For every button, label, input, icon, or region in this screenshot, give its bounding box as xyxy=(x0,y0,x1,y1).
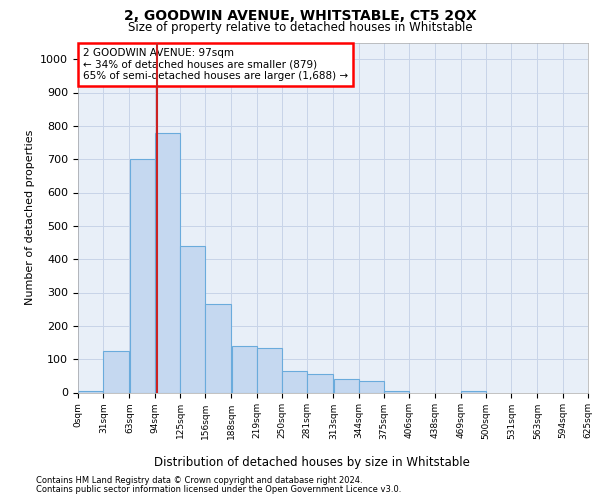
Text: 2, GOODWIN AVENUE, WHITSTABLE, CT5 2QX: 2, GOODWIN AVENUE, WHITSTABLE, CT5 2QX xyxy=(124,9,476,23)
Bar xyxy=(155,132,180,392)
Bar xyxy=(282,371,307,392)
Bar xyxy=(384,391,409,392)
Text: Contains public sector information licensed under the Open Government Licence v3: Contains public sector information licen… xyxy=(36,485,401,494)
Bar xyxy=(359,381,384,392)
Bar xyxy=(461,391,486,392)
Text: Size of property relative to detached houses in Whitstable: Size of property relative to detached ho… xyxy=(128,21,472,34)
Bar xyxy=(307,374,333,392)
Bar xyxy=(334,379,359,392)
Bar xyxy=(205,304,231,392)
Bar xyxy=(130,159,155,392)
Y-axis label: Number of detached properties: Number of detached properties xyxy=(25,130,35,305)
Text: Distribution of detached houses by size in Whitstable: Distribution of detached houses by size … xyxy=(154,456,470,469)
Bar xyxy=(257,348,282,393)
Bar xyxy=(232,346,257,393)
Text: 2 GOODWIN AVENUE: 97sqm
← 34% of detached houses are smaller (879)
65% of semi-d: 2 GOODWIN AVENUE: 97sqm ← 34% of detache… xyxy=(83,48,348,81)
Bar xyxy=(180,246,205,392)
Bar xyxy=(103,351,129,393)
Text: Contains HM Land Registry data © Crown copyright and database right 2024.: Contains HM Land Registry data © Crown c… xyxy=(36,476,362,485)
Bar xyxy=(78,391,103,392)
